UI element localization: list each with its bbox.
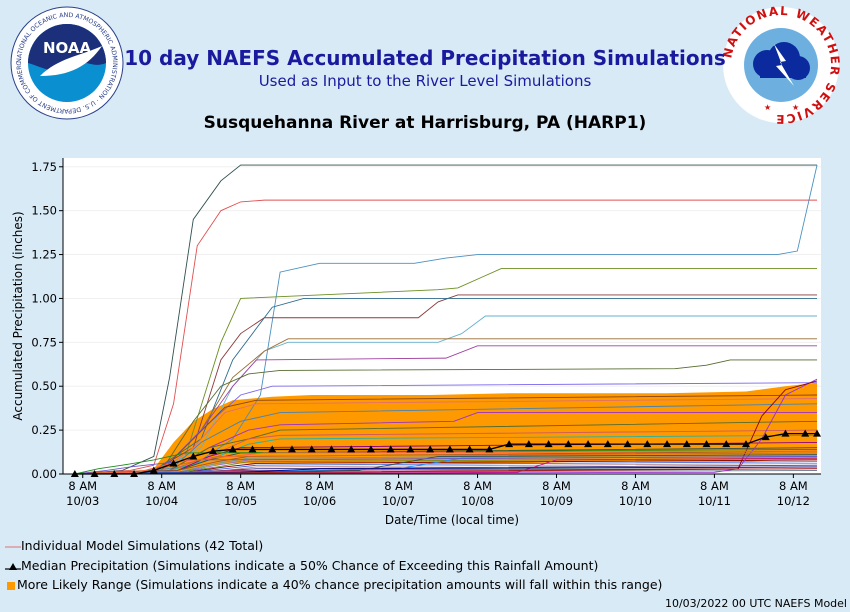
x-tick-time: 8 AM [779, 479, 808, 493]
legend-median-label: Median Precipitation (Simulations indica… [21, 558, 599, 573]
simulation-line [74, 468, 818, 475]
median-point [366, 445, 375, 453]
simulation-line [74, 315, 818, 475]
y-tick-label: 1.25 [31, 248, 57, 262]
x-tick-time: 8 AM [384, 479, 413, 493]
x-tick-date: 10/06 [303, 494, 336, 508]
model-run-footer: 10/03/2022 00 UTC NAEFS Model [664, 597, 847, 610]
median-point [307, 445, 316, 453]
simulation-line [74, 199, 818, 475]
median-point [524, 440, 533, 448]
median-point [722, 440, 731, 448]
x-tick-time: 8 AM [68, 479, 97, 493]
median-point [663, 440, 672, 448]
legend-item-individual: Individual Model Simulations (42 Total) [5, 538, 263, 553]
x-tick-date: 10/05 [224, 494, 257, 508]
x-tick-time: 8 AM [305, 479, 334, 493]
median-point [564, 440, 573, 448]
median-point [544, 440, 553, 448]
legend-individual-label: Individual Model Simulations (42 Total) [21, 538, 264, 553]
y-tick-label: 1.00 [31, 291, 57, 305]
legend-range-label: More Likely Range (Simulations indicate … [17, 577, 663, 592]
precipitation-chart: 0.000.250.500.751.001.251.501.758 AM10/0… [11, 158, 822, 527]
median-point [584, 440, 593, 448]
x-tick-time: 8 AM [700, 479, 729, 493]
x-tick-time: 8 AM [463, 479, 492, 493]
x-tick-time: 8 AM [542, 479, 571, 493]
y-tick-label: 0.75 [31, 335, 57, 349]
median-point [287, 445, 296, 453]
y-axis-label: Accumulated Precipitation (inches) [11, 211, 25, 420]
svg-text:★: ★ [764, 103, 771, 112]
x-tick-date: 10/08 [461, 494, 494, 508]
median-point [445, 445, 454, 453]
x-tick-date: 10/04 [145, 494, 178, 508]
median-point [347, 445, 356, 453]
median-point [209, 447, 218, 455]
simulation-line [74, 164, 818, 475]
median-point [149, 466, 158, 474]
median-point [169, 459, 178, 467]
median-point [801, 429, 810, 437]
legend-item-median: Median Precipitation (Simulations indica… [5, 558, 598, 573]
median-point [189, 452, 198, 460]
x-tick-date: 10/03 [66, 494, 99, 508]
location-title: Susquehanna River at Harrisburg, PA (HAR… [203, 113, 647, 133]
median-point [485, 445, 494, 453]
simulation-line [74, 378, 818, 475]
y-tick-label: 1.75 [31, 160, 57, 174]
y-tick-label: 1.50 [31, 204, 57, 218]
median-point [741, 440, 750, 448]
median-point [643, 440, 652, 448]
page-title: 10 day NAEFS Accumulated Precipitation S… [124, 46, 726, 70]
legend-item-range: More Likely Range (Simulations indicate … [5, 577, 662, 592]
x-tick-date: 10/12 [777, 494, 810, 508]
x-tick-date: 10/09 [540, 494, 573, 508]
y-tick-label: 0.25 [31, 423, 57, 437]
median-point [702, 440, 711, 448]
likely-range-band [153, 382, 818, 474]
x-tick-time: 8 AM [147, 479, 176, 493]
simulation-line [74, 457, 818, 475]
x-tick-date: 10/07 [382, 494, 415, 508]
simulation-line [74, 450, 818, 475]
simulation-line [74, 359, 818, 475]
median-point [623, 440, 632, 448]
median-point [426, 445, 435, 453]
median-point [268, 445, 277, 453]
page-subtitle: Used as Input to the River Level Simulat… [258, 72, 592, 90]
individual-line-icon [5, 546, 21, 547]
x-axis-label: Date/Time (local time) [385, 513, 519, 527]
median-point [327, 445, 336, 453]
range-square-icon [7, 581, 15, 590]
median-point [781, 429, 790, 437]
median-point [505, 440, 514, 448]
noaa-logo-text: NOAA [43, 39, 92, 57]
x-tick-date: 10/11 [698, 494, 731, 508]
simulation-line [74, 455, 818, 475]
svg-text:★: ★ [792, 103, 799, 112]
noaa-logo: NATIONAL OCEANIC AND ATMOSPHERIC ADMINIS… [10, 6, 124, 120]
median-triangle-icon [5, 562, 21, 570]
median-point [682, 440, 691, 448]
y-tick-label: 0.00 [31, 467, 57, 481]
median-point [761, 433, 770, 441]
median-point [813, 429, 822, 437]
median-point [406, 445, 415, 453]
median-point [228, 445, 237, 453]
median-point [603, 440, 612, 448]
median-point [386, 445, 395, 453]
x-tick-date: 10/10 [619, 494, 652, 508]
median-point [248, 445, 257, 453]
nws-logo: NATIONAL WEATHER SERVICE ★ ★ [722, 6, 840, 124]
median-point [465, 445, 474, 453]
x-tick-time: 8 AM [226, 479, 255, 493]
simulation-line [74, 452, 818, 475]
x-tick-time: 8 AM [621, 479, 650, 493]
y-tick-label: 0.50 [31, 379, 57, 393]
